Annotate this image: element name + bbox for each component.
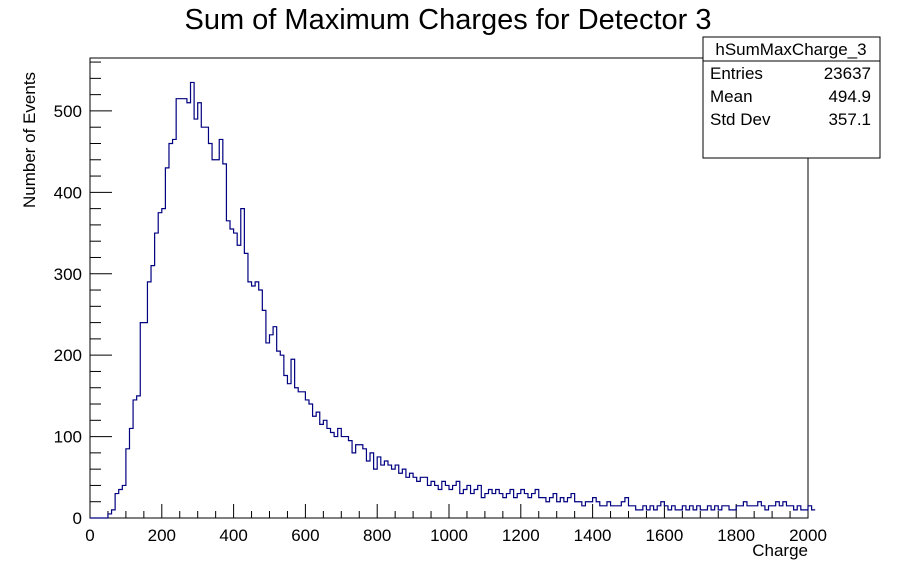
x-axis: 0 200 400 600 800 1000 1200 1400 1600 1800 2000	[85, 504, 827, 545]
y-tick-label: 300	[54, 265, 82, 284]
x-tick-label: 1000	[430, 526, 468, 545]
stats-entries-label: Entries	[710, 64, 763, 83]
y-tick-label: 500	[54, 102, 82, 121]
x-tick-label: 1400	[574, 526, 612, 545]
x-tick-label: 1800	[717, 526, 755, 545]
x-tick-label: 1600	[645, 526, 683, 545]
stats-box-name: hSumMaxCharge_3	[715, 40, 866, 59]
stats-stddev-value: 357.1	[828, 110, 871, 129]
y-axis: 0 100 200 300 400 500	[54, 61, 112, 528]
x-axis-label: Charge	[752, 541, 808, 560]
stats-box-frame	[702, 36, 881, 159]
y-tick-label: 200	[54, 346, 82, 365]
plot-frame	[89, 57, 809, 519]
histogram-series	[90, 81, 816, 519]
x-tick-label: 600	[291, 526, 319, 545]
y-axis-label: Number of Events	[20, 72, 39, 208]
y-tick-label: 100	[54, 428, 82, 447]
stats-box: hSumMaxCharge_3 Entries 23637 Mean 494.9…	[702, 36, 881, 159]
stats-mean-value: 494.9	[828, 87, 871, 106]
x-tick-label: 0	[85, 526, 94, 545]
stats-mean-label: Mean	[710, 87, 753, 106]
x-tick-label: 1200	[502, 526, 540, 545]
y-tick-label: 400	[54, 183, 82, 202]
x-tick-label: 400	[219, 526, 247, 545]
x-tick-label: 2000	[789, 526, 827, 545]
x-tick-label: 200	[148, 526, 176, 545]
y-tick-label: 0	[73, 509, 82, 528]
stats-stddev-label: Std Dev	[710, 110, 771, 129]
stats-entries-value: 23637	[824, 64, 871, 83]
x-tick-label: 800	[363, 526, 391, 545]
chart-title: Sum of Maximum Charges for Detector 3	[184, 4, 711, 36]
